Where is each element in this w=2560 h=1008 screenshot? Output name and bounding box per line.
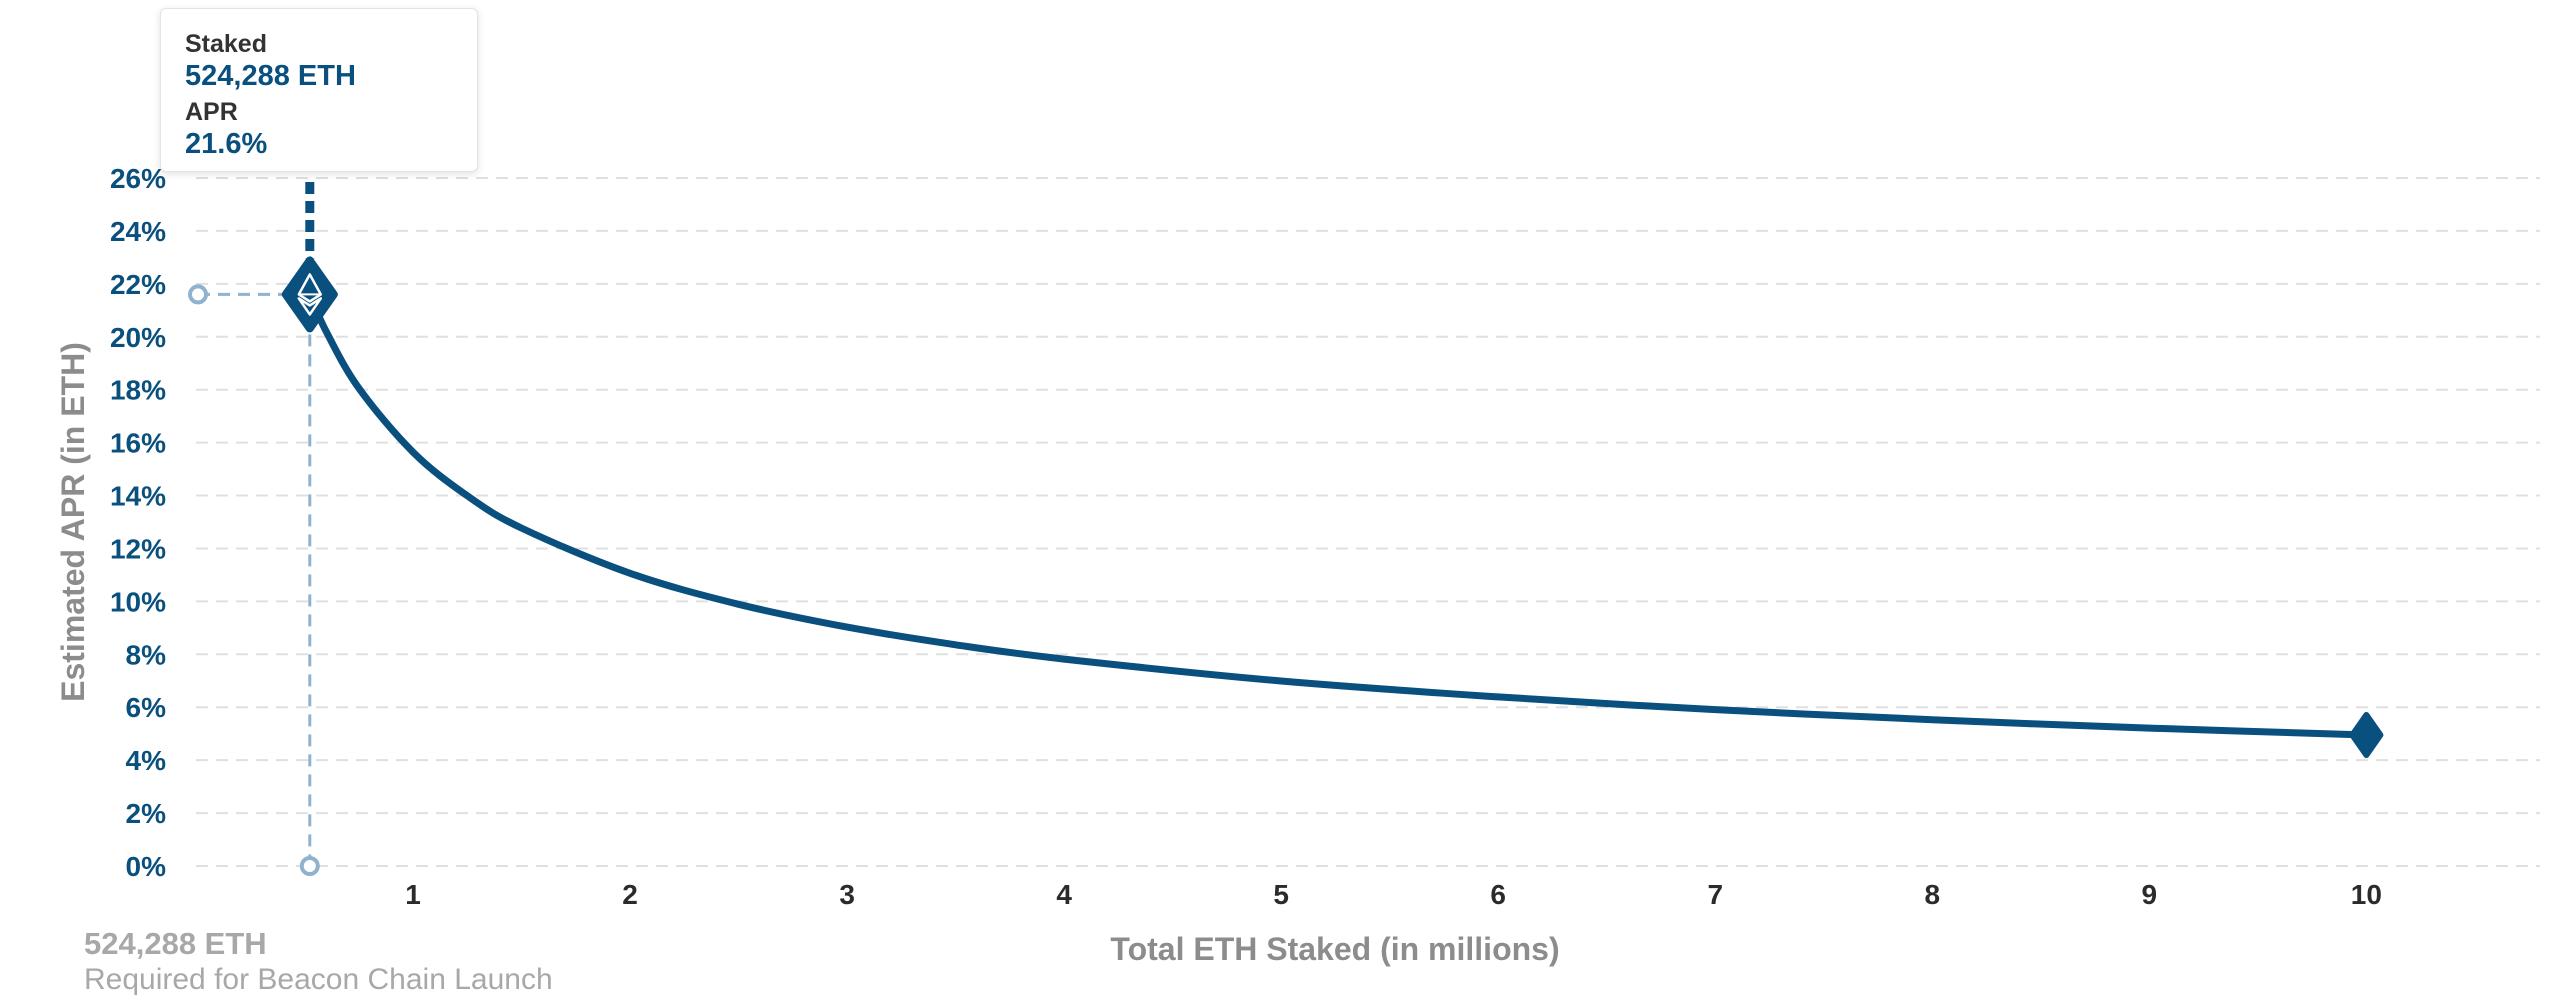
x-tick-label-2: 2 [622, 879, 638, 910]
eth-glyph-top [297, 273, 323, 303]
y-tick-label-24: 24% [110, 216, 166, 247]
y-tick-label-12: 12% [110, 533, 166, 564]
ethereum-diamond-icon [281, 256, 338, 333]
y-tick-label-8: 8% [126, 639, 167, 670]
y-tick-label-10: 10% [110, 586, 166, 617]
y-tick-label-22: 22% [110, 269, 166, 300]
chart-tooltip: Staked 524,288 ETH APR 21.6% [160, 8, 478, 172]
y-tick-label-18: 18% [110, 375, 166, 406]
guide-endpoint-x [299, 856, 320, 876]
footnote-value: 524,288 ETH [84, 926, 267, 961]
y-tick-label-16: 16% [110, 428, 166, 459]
diamond-icon [2349, 712, 2384, 759]
y-tick-label-4: 4% [126, 745, 167, 776]
y-tick-label-2: 2% [126, 798, 167, 829]
x-tick-label-1: 1 [405, 879, 421, 910]
y-tick-label-0: 0% [126, 851, 167, 882]
x-tick-label-3: 3 [839, 879, 855, 910]
eth-glyph-bottom [297, 297, 323, 316]
series-line-0 [306, 290, 2370, 739]
x-tick-label-4: 4 [1056, 879, 1072, 910]
x-axis-title: Total ETH Staked (in millions) [1110, 931, 1559, 967]
x-tick-label-8: 8 [1925, 879, 1941, 910]
guide-endpoint-y [188, 284, 208, 305]
x-tick-label-6: 6 [1490, 879, 1506, 910]
tooltip-staked-value: 524,288 ETH [185, 60, 356, 92]
tooltip-staked-label: Staked [185, 30, 267, 58]
y-tick-label-26: 26% [110, 163, 166, 194]
x-tick-label-10: 10 [2351, 879, 2382, 910]
y-axis-title: Estimated APR (in ETH) [55, 342, 91, 702]
beacon-chain-footnote: 524,288 ETH Required for Beacon Chain La… [84, 926, 553, 998]
y-tick-label-14: 14% [110, 481, 166, 512]
y-tick-label-20: 20% [110, 322, 166, 353]
x-tick-label-7: 7 [1707, 879, 1723, 910]
x-tick-label-5: 5 [1273, 879, 1289, 910]
x-tick-label-9: 9 [2142, 879, 2158, 910]
tooltip-apr-label: APR [185, 98, 238, 126]
y-tick-label-6: 6% [126, 692, 167, 723]
footnote-caption: Required for Beacon Chain Launch [84, 963, 553, 996]
tooltip-apr-value: 21.6% [185, 128, 268, 160]
